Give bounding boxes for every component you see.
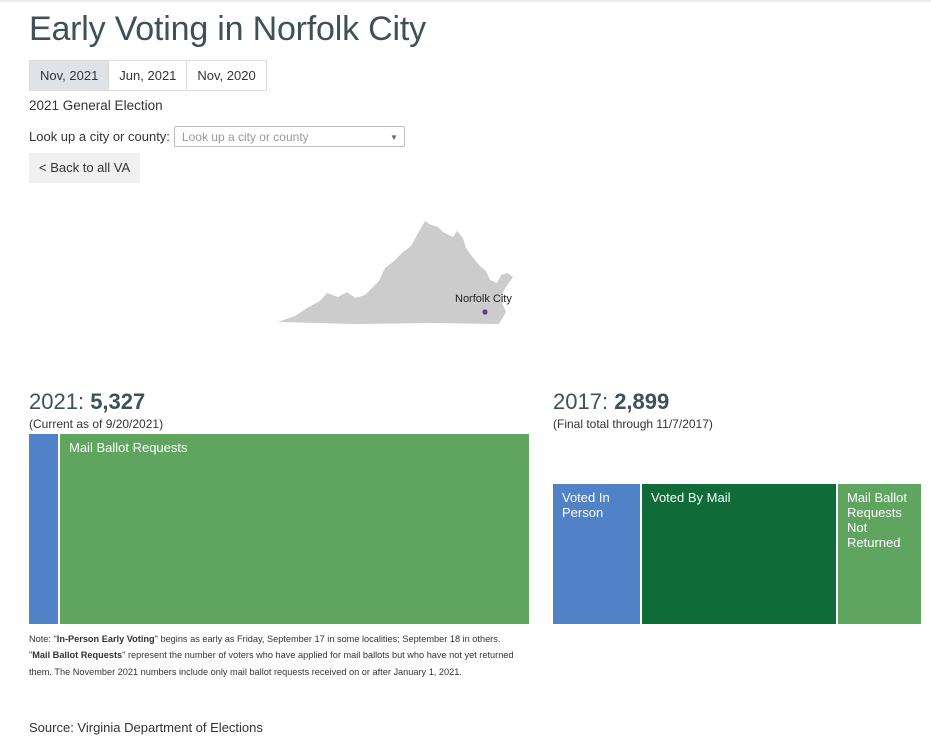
chart-2017-heading: 2017: 2,899	[553, 389, 669, 415]
map-locality-label: Norfolk City	[455, 293, 512, 305]
chart-2021-total: 5,327	[90, 389, 146, 414]
treemap-rect-voted-by-mail: Voted By Mail	[642, 484, 836, 624]
lookup-row: Look up a city or county: Look up a city…	[29, 126, 405, 147]
treemap-rect-label: Mail Ballot Requests Not Returned	[847, 490, 907, 550]
norfolk-city-marker	[482, 309, 488, 315]
tab-jun-2021[interactable]: Jun, 2021	[108, 60, 188, 91]
note-prefix: Note: "	[29, 634, 57, 644]
tab-nov-2020[interactable]: Nov, 2020	[186, 60, 267, 91]
note-text-1: " begins as early as Friday, September 1…	[29, 634, 501, 661]
virginia-state-shape	[278, 221, 513, 324]
treemap-rect-label: Mail Ballot Requests	[69, 440, 188, 455]
treemap-rect-mail-ballot-requests: Mail Ballot Requests	[60, 434, 529, 624]
chart-2021-treemap: Mail Ballot Requests	[29, 434, 529, 624]
top-shadow	[0, 0, 931, 3]
locality-select-placeholder: Look up a city or county	[181, 130, 309, 144]
chart-2017-treemap: Voted In Person Voted By Mail Mail Ballot …	[553, 484, 921, 624]
note-term-mail-requests: Mail Ballot Requests	[32, 650, 123, 661]
chart-2021-year: 2021:	[29, 389, 85, 414]
chart-2017-total: 2,899	[614, 389, 670, 414]
note-text-2: " represent the number of voters who hav…	[29, 650, 514, 677]
locality-select[interactable]: Look up a city or county ▼	[173, 126, 405, 147]
tab-nov-2021[interactable]: Nov, 2021	[29, 60, 110, 91]
chart-2017-year: 2017:	[553, 389, 609, 414]
lookup-label: Look up a city or county:	[29, 129, 170, 144]
treemap-rect-mail-ballot-requests-not-returned: Mail Ballot Requests Not Returned	[838, 484, 921, 624]
chart-2017-subtitle: (Final total through 11/7/2017)	[553, 417, 713, 431]
page-title: Early Voting in Norfolk City	[29, 10, 426, 48]
treemap-rect-voted-in-person: Voted In Person	[553, 484, 640, 624]
virginia-map: Norfolk City	[278, 221, 513, 324]
treemap-rect-in-person-early-voting	[29, 434, 58, 624]
back-to-all-va-button[interactable]: < Back to all VA	[29, 153, 141, 183]
note-term-in-person: In-Person Early Voting	[56, 634, 155, 644]
dropdown-caret-icon: ▼	[390, 133, 398, 142]
footnote: Note: "In-Person Early Voting" begins as…	[29, 631, 519, 680]
election-tabs: Nov, 2021 Jun, 2021 Nov, 2020	[29, 60, 267, 91]
chart-2021-heading: 2021: 5,327	[29, 389, 145, 415]
treemap-rect-label: Voted In Person	[562, 490, 610, 520]
treemap-rect-label: Voted By Mail	[651, 490, 731, 505]
source-text: Source: Virginia Department of Elections	[29, 720, 263, 735]
election-subtitle: 2021 General Election	[29, 98, 163, 113]
chart-2021-subtitle: (Current as of 9/20/2021)	[29, 417, 164, 431]
